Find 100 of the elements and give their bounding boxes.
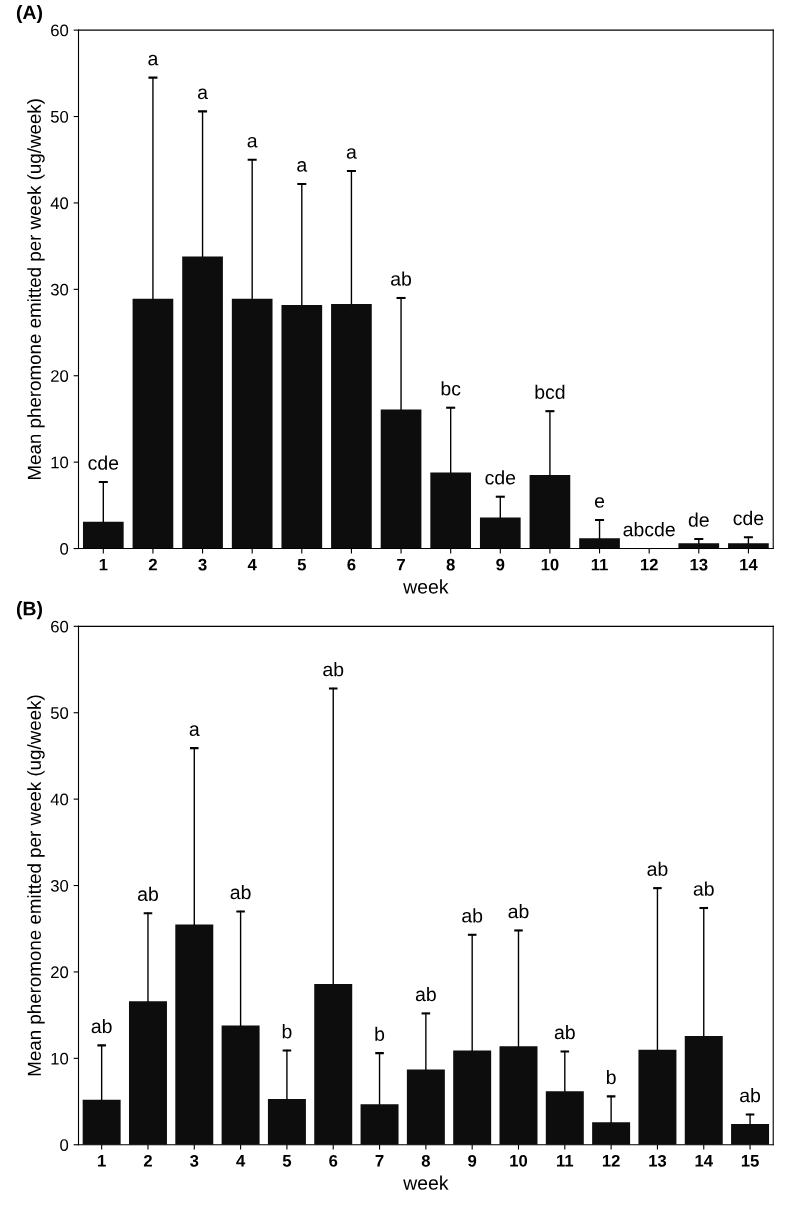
bar [529, 475, 571, 549]
annotation: a [197, 88, 208, 100]
x-tick-label: 3 [190, 1154, 199, 1167]
bar [499, 1046, 538, 1145]
y-tick-label: 10 [51, 456, 69, 469]
bar [545, 1091, 584, 1145]
x-tick-label: 1 [99, 558, 108, 571]
y-tick-label: 50 [50, 110, 69, 123]
bar [314, 984, 353, 1145]
y-tick-label: 20 [51, 966, 69, 979]
bar [479, 517, 521, 549]
annotation: de [688, 512, 709, 527]
x-tick-label: 12 [640, 558, 658, 571]
x-tick-label: 9 [496, 558, 505, 571]
annotation: a [148, 54, 159, 66]
bar [380, 409, 422, 549]
x-tick-label: 8 [446, 558, 455, 571]
annotation: ab [391, 271, 412, 286]
x-tick-label: 11 [591, 558, 608, 571]
annotation: a [297, 161, 308, 172]
x-tick-label: 14 [740, 558, 758, 571]
y-tick-label: 20 [51, 370, 69, 382]
bar [267, 1098, 306, 1145]
annotation: ab [647, 861, 668, 876]
bar [128, 1001, 167, 1145]
x-tick-label: 13 [649, 1154, 667, 1167]
y-tick-label: 60 [51, 620, 69, 633]
y-tick-label: 30 [50, 879, 69, 892]
annotation: abcde [623, 522, 675, 537]
x-tick-label: 13 [690, 558, 708, 571]
x-tick-label: 9 [468, 1154, 477, 1167]
bar [678, 543, 720, 549]
bar [430, 472, 472, 549]
x-tick-label: 1 [98, 1155, 106, 1167]
x-axis-title: week [403, 579, 449, 594]
annotation: ab [91, 1018, 112, 1034]
x-tick-label: 7 [397, 558, 405, 571]
annotation: cde [733, 510, 764, 526]
y-tick-label: 30 [50, 283, 69, 296]
annotation: ab [740, 1088, 761, 1103]
x-axis-title: week [403, 1175, 449, 1190]
y-tick-label: 60 [51, 24, 69, 37]
annotation: cde [88, 455, 119, 470]
bar [281, 304, 323, 549]
annotation: ab [230, 885, 251, 900]
x-tick-label: 6 [347, 558, 356, 571]
bar [579, 538, 620, 549]
bar [638, 1049, 677, 1145]
bar [360, 1104, 399, 1145]
x-tick-label: 2 [143, 1154, 152, 1167]
x-tick-label: 8 [421, 1154, 430, 1167]
bar [728, 543, 769, 549]
x-tick-label: 4 [247, 558, 257, 571]
bar [231, 298, 273, 549]
bar [221, 1025, 260, 1145]
annotation: bcd [535, 384, 565, 399]
y-tick-label: 10 [51, 1052, 69, 1065]
x-tick-label: 3 [198, 558, 207, 571]
y-tick-label: 50 [50, 707, 69, 719]
y-tick-label: 0 [60, 542, 69, 555]
x-tick-label: 6 [329, 1154, 338, 1167]
annotation: bc [441, 381, 461, 396]
x-tick-label: 7 [375, 1155, 384, 1167]
annotation: a [247, 136, 258, 148]
bar [406, 1069, 445, 1145]
x-tick-label: 10 [541, 558, 559, 571]
x-tick-label: 4 [236, 1155, 246, 1167]
y-axis-title: Mean pheromone emitted per week (ug/week) [27, 695, 45, 1076]
annotation: ab [462, 908, 483, 923]
chart-title: (B) [16, 601, 42, 620]
bar [82, 1099, 121, 1145]
bar [331, 304, 372, 549]
annotation: ab [554, 1024, 575, 1040]
annotation: b [282, 1024, 292, 1039]
annotation: ab [508, 904, 529, 919]
x-tick-label: 15 [741, 1155, 759, 1167]
annotation: b [606, 1069, 616, 1085]
y-tick-label: 40 [50, 197, 69, 210]
annotation: a [189, 725, 200, 736]
annotation: ab [693, 881, 714, 896]
bar [132, 298, 174, 549]
y-tick-label: 0 [60, 1139, 69, 1151]
y-axis-title: Mean pheromone emitted per week (ug/week) [27, 99, 45, 480]
bar [684, 1035, 723, 1145]
annotation: e [594, 497, 605, 508]
x-tick-label: 11 [557, 1155, 574, 1167]
annotation: ab [415, 986, 436, 1002]
annotation: b [375, 1026, 385, 1041]
x-tick-label: 14 [695, 1155, 713, 1167]
bar [182, 256, 223, 549]
annotation: ab [137, 886, 158, 902]
x-tick-label: 5 [297, 558, 306, 571]
chart-title: (A) [16, 4, 42, 24]
annotation: ab [323, 662, 344, 677]
bar [82, 521, 124, 549]
x-tick-label: 5 [282, 1155, 292, 1167]
x-tick-label: 2 [148, 558, 157, 571]
annotation: cde [485, 470, 516, 485]
bar [731, 1124, 770, 1145]
bar [592, 1122, 631, 1145]
